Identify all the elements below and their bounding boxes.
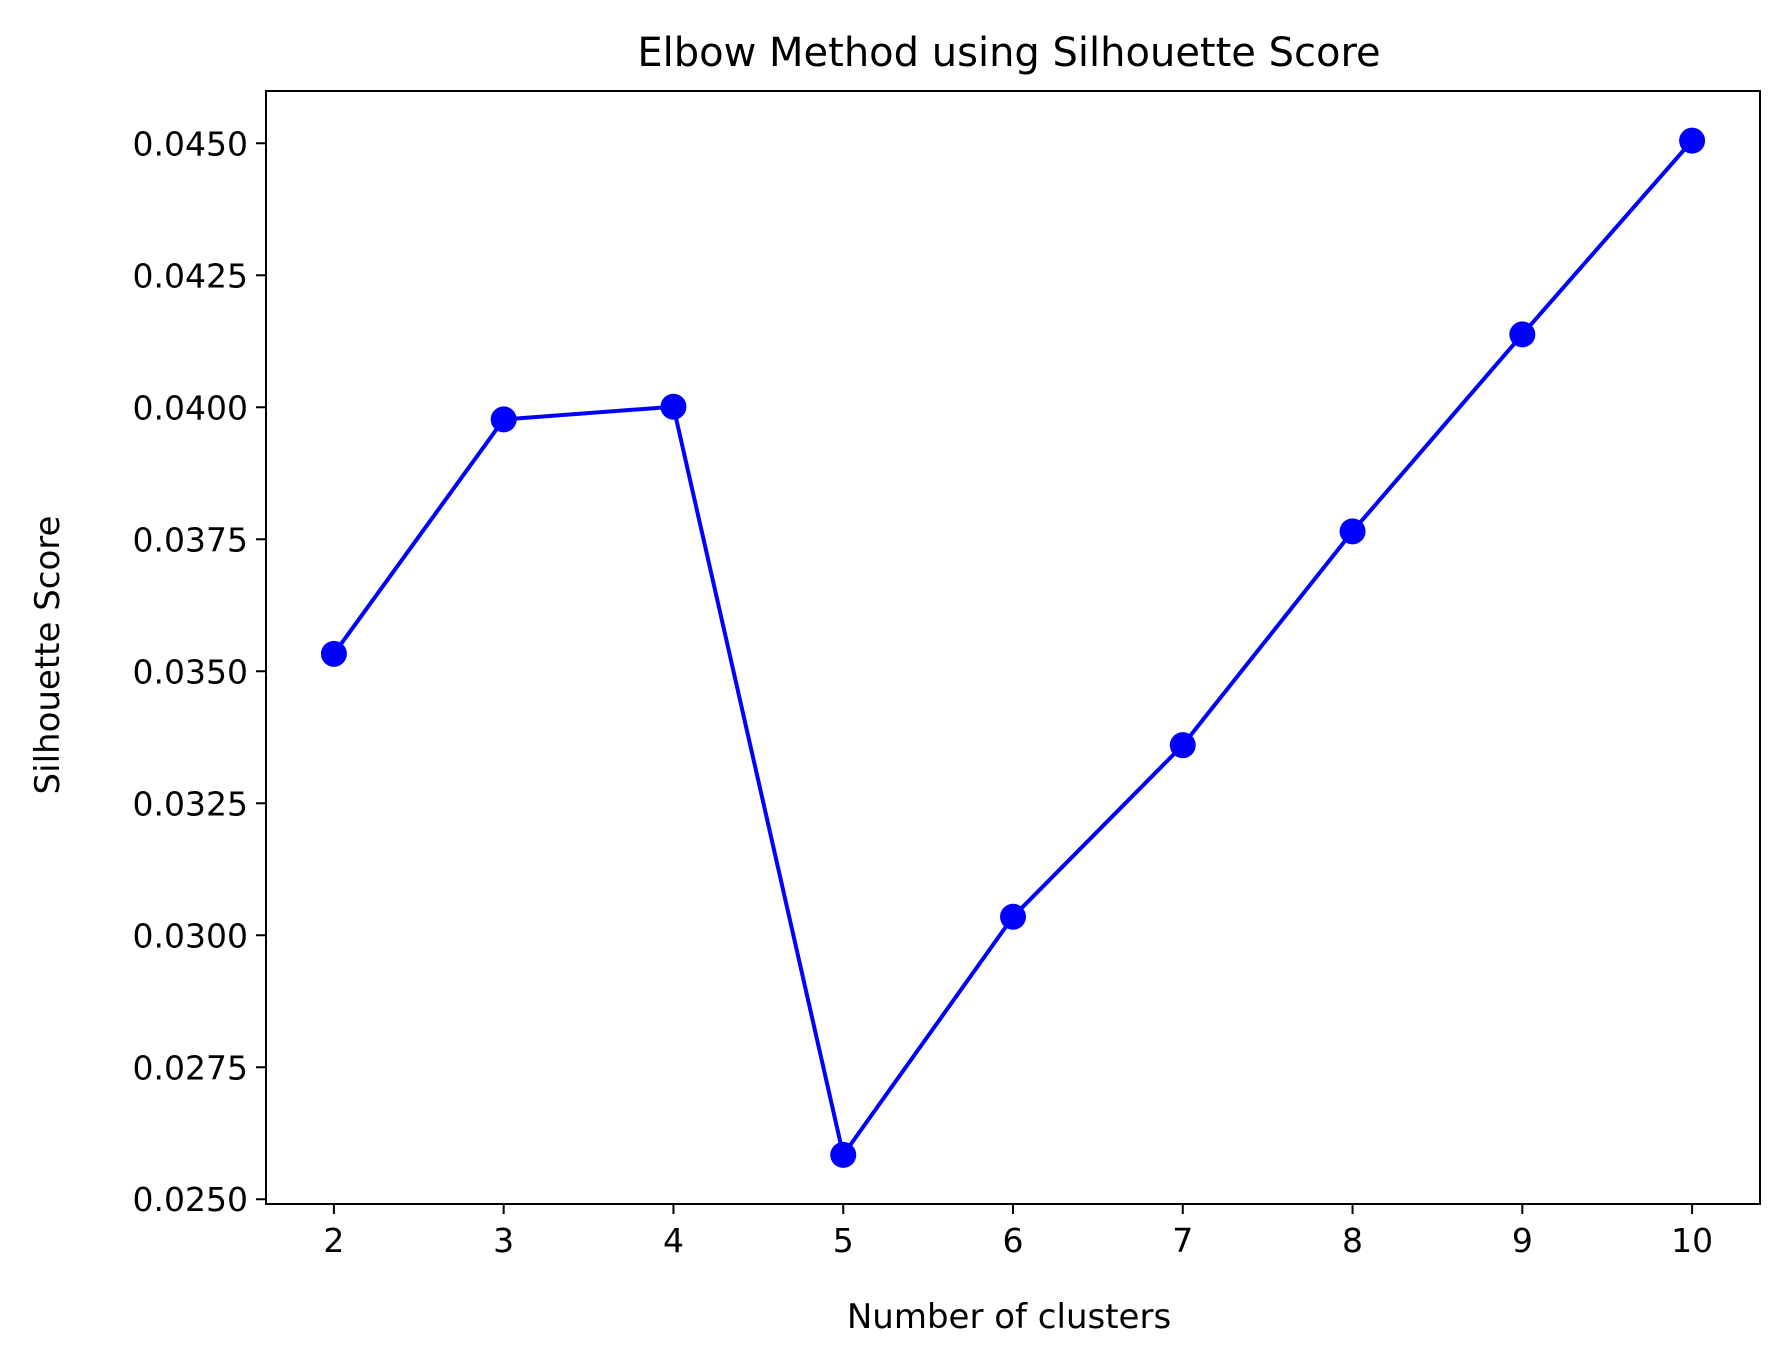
data-point (1169, 732, 1196, 759)
y-tick-label: 0.0275 (133, 1048, 248, 1087)
data-point (490, 406, 517, 433)
y-tick-label: 0.0425 (133, 256, 248, 295)
x-tick-label: 7 (1172, 1221, 1193, 1260)
data-point (320, 640, 347, 667)
data-point (1509, 321, 1536, 348)
x-tick-label: 5 (833, 1221, 854, 1260)
x-tick-label: 10 (1671, 1221, 1713, 1260)
chart-title: Elbow Method using Silhouette Score (637, 30, 1380, 76)
y-tick-label: 0.0450 (133, 124, 248, 163)
x-tick-label: 6 (1003, 1221, 1024, 1260)
data-point (830, 1141, 857, 1168)
y-tick-label: 0.0350 (133, 652, 248, 691)
plot-area: 2 3 4 5 6 7 8 9 10 0.0250 0.0275 0.0300 0.0325 0.0350… (133, 90, 1761, 1260)
data-point (1000, 903, 1026, 930)
x-tick-label: 8 (1342, 1221, 1363, 1260)
y-tick-label: 0.0375 (133, 520, 248, 559)
y-tick-label: 0.0250 (133, 1180, 248, 1219)
y-axis-label: Silhouette Score (28, 516, 68, 795)
y-tick-label: 0.0400 (133, 388, 248, 427)
x-tick-label: 4 (663, 1221, 684, 1260)
x-tick-label: 3 (493, 1221, 514, 1260)
y-tick-label: 0.0325 (133, 784, 248, 823)
data-point (1339, 518, 1366, 545)
x-tick-label: 9 (1512, 1221, 1533, 1260)
data-point (1679, 127, 1706, 154)
x-axis-label: Number of clusters (847, 1297, 1171, 1337)
y-tick-label: 0.0300 (133, 916, 248, 955)
x-tick-label: 2 (323, 1221, 344, 1260)
data-point (660, 393, 687, 420)
